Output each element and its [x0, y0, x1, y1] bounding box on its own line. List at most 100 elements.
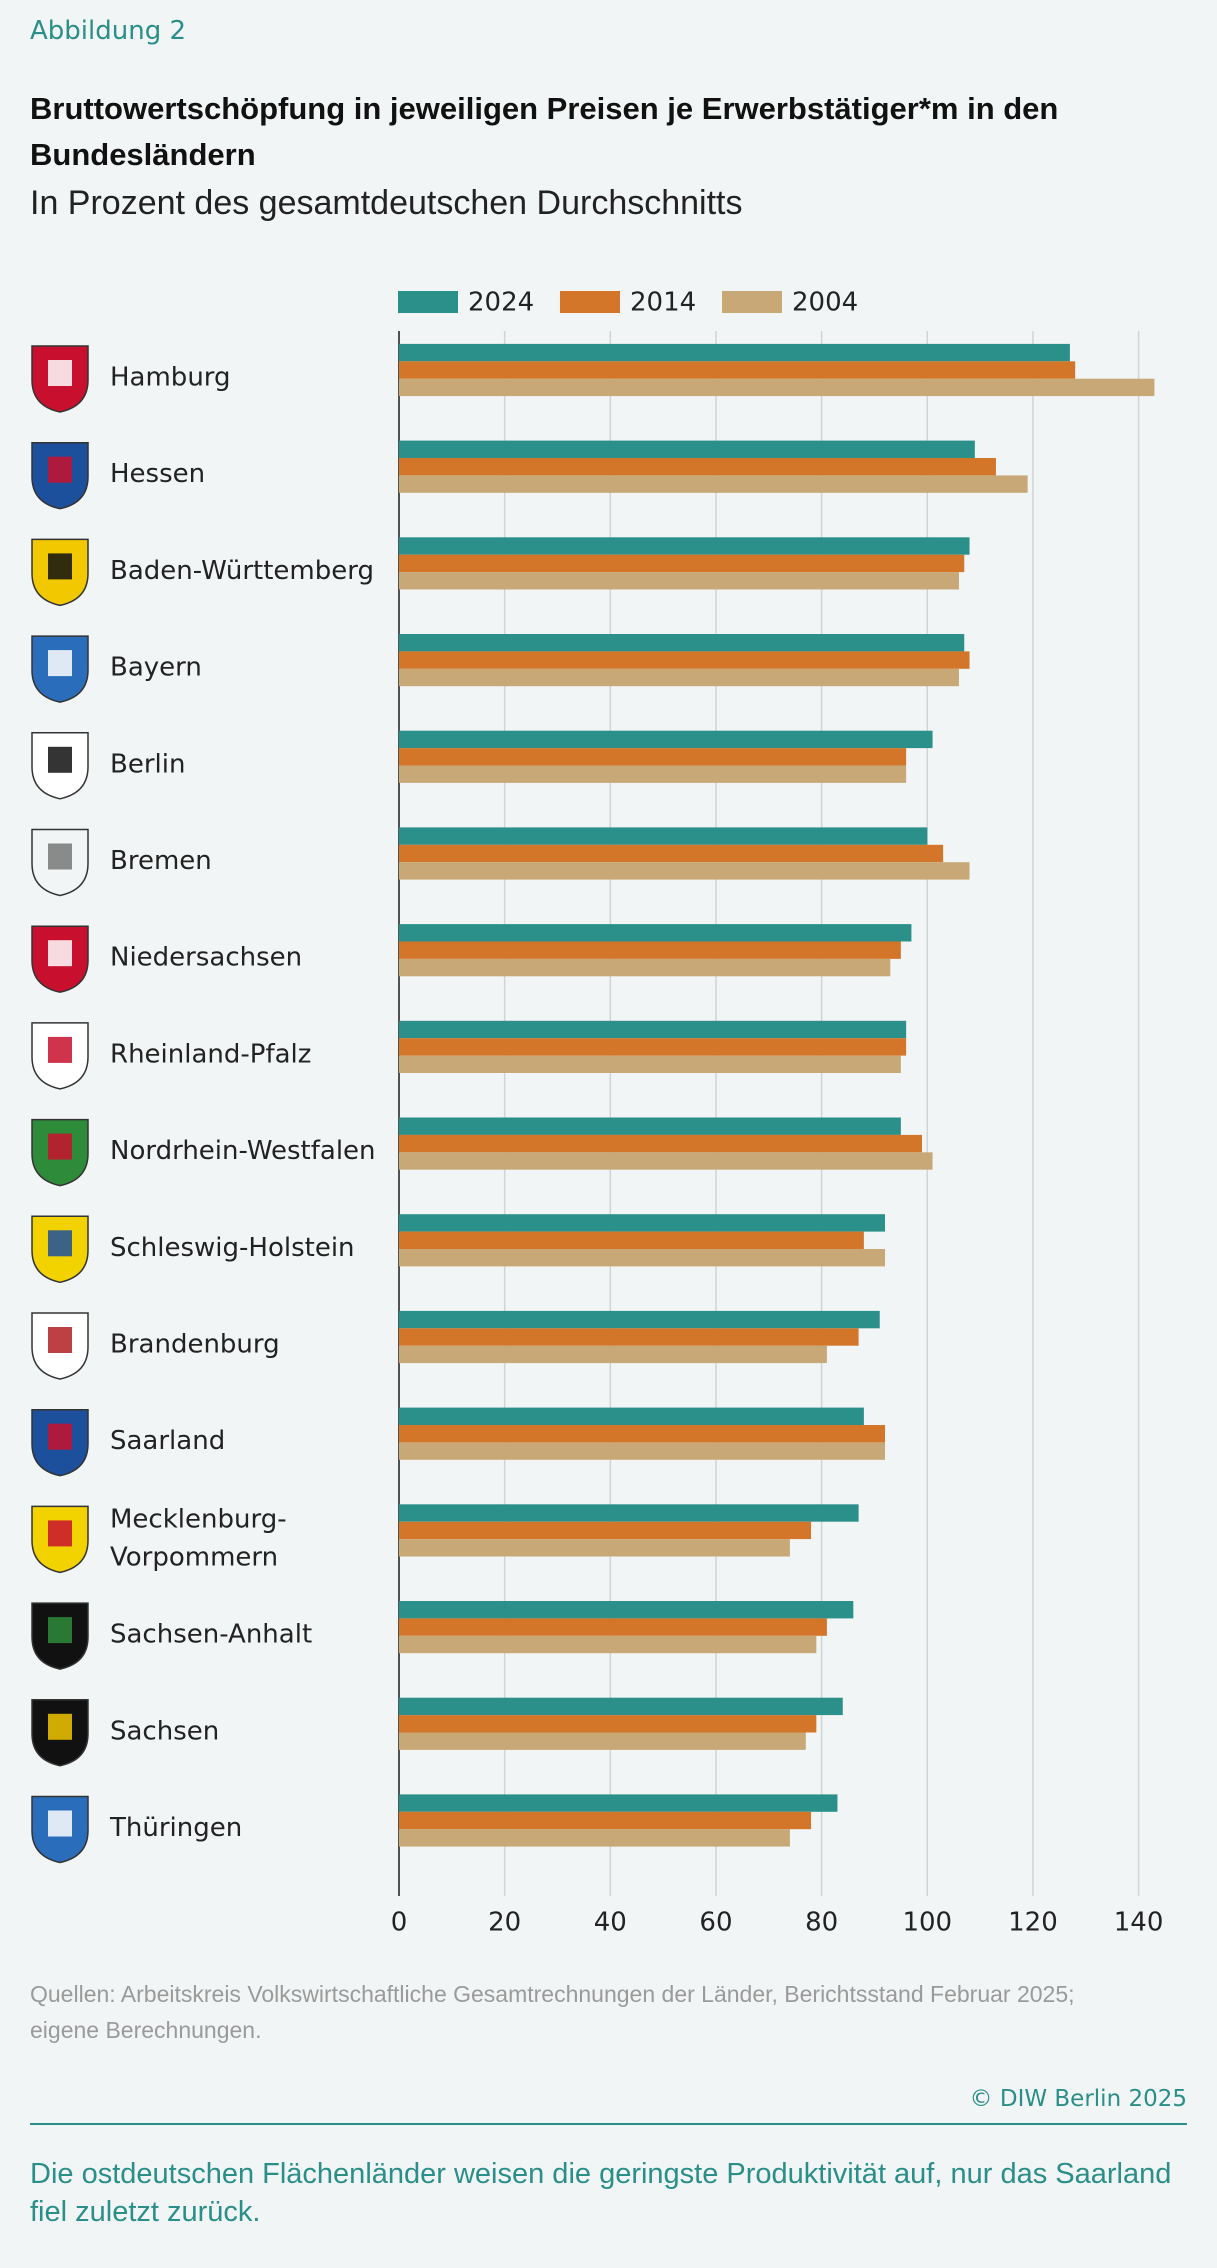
- x-tick-label: 100: [902, 1908, 952, 1938]
- category-label: Berlin: [110, 749, 185, 779]
- bar: [399, 1231, 864, 1249]
- takeaway: Die ostdeutschen Flächenländer weisen di…: [30, 2158, 1172, 2228]
- bar: [399, 343, 1070, 362]
- source-note: Quellen: Arbeitskreis Volkswirtschaftlic…: [30, 1981, 1075, 2043]
- bar: [399, 361, 1076, 379]
- bar: [399, 1521, 812, 1540]
- coat-of-arms-detail: [48, 1617, 72, 1644]
- category-label: Hamburg: [110, 363, 231, 393]
- bar: [399, 1134, 922, 1153]
- category-label: Bayern: [110, 653, 202, 683]
- coat-of-arms-detail: [48, 1520, 72, 1547]
- category-label: Rheinland-Pfalz: [110, 1039, 311, 1069]
- bar: [399, 572, 959, 590]
- bar: [399, 1697, 843, 1716]
- bar: [399, 1055, 901, 1073]
- divider: [30, 2123, 1187, 2125]
- bar: [399, 1539, 790, 1557]
- category-label: Hessen: [110, 459, 205, 489]
- chart: 2024 2014 2004 0 20 40 60 80 100 120 140 Hamburg Hes…: [31, 288, 1164, 1938]
- chart-subtitle: In Prozent des gesamtdeutschen Durchschn…: [30, 184, 743, 222]
- category-label: Schleswig-Holstein: [110, 1233, 355, 1263]
- category-label: Thüringen: [109, 1813, 242, 1843]
- coat-of-arms-detail: [48, 1810, 72, 1837]
- category-label: Sachsen: [110, 1716, 219, 1746]
- bar: [399, 475, 1028, 493]
- legend-swatch: [398, 291, 458, 313]
- bar: [399, 1117, 901, 1135]
- category-label: Brandenburg: [110, 1330, 280, 1360]
- x-tick-label: 0: [391, 1908, 408, 1938]
- bar: [399, 651, 970, 669]
- coat-of-arms-detail: [48, 940, 72, 967]
- category-label: Niedersachsen: [110, 943, 302, 973]
- category-label-line: Mecklenburg-: [110, 1504, 287, 1534]
- bar: [399, 958, 891, 977]
- bar: [399, 1442, 886, 1460]
- legend-swatch: [560, 291, 620, 313]
- legend-swatch: [722, 291, 782, 313]
- bar: [399, 1504, 859, 1522]
- bar: [399, 1345, 827, 1364]
- bar: [399, 1635, 817, 1654]
- coat-of-arms-detail: [48, 843, 72, 870]
- legend-label: 2004: [792, 288, 858, 318]
- bar: [399, 844, 944, 863]
- bar: [399, 941, 901, 959]
- bar: [399, 1732, 806, 1750]
- bar: [399, 1715, 817, 1733]
- coat-of-arms-detail: [48, 1230, 72, 1257]
- x-tick-label: 140: [1114, 1908, 1164, 1938]
- coat-of-arms-detail: [48, 746, 72, 773]
- legend-label: 2024: [468, 288, 534, 318]
- bar: [399, 1038, 907, 1056]
- bar: [399, 537, 970, 555]
- coat-of-arms-detail: [48, 360, 72, 386]
- category-label: Nordrhein-Westfalen: [110, 1136, 376, 1166]
- bar: [399, 378, 1155, 397]
- bar: [399, 1618, 827, 1636]
- bar: [399, 1020, 907, 1039]
- bar: [399, 1152, 933, 1170]
- bar: [399, 1249, 886, 1267]
- bar: [399, 827, 928, 845]
- category-label: Sachsen-Anhalt: [110, 1620, 312, 1650]
- x-tick-label: 80: [805, 1908, 838, 1938]
- bar: [399, 1425, 886, 1443]
- bar: [399, 748, 907, 766]
- bar: [399, 924, 912, 942]
- x-tick-label: 60: [699, 1908, 732, 1938]
- coat-of-arms-detail: [48, 1327, 72, 1353]
- bar: [399, 1601, 854, 1619]
- category-label-line: Vorpommern: [110, 1542, 278, 1572]
- copyright: © DIW Berlin 2025: [969, 2086, 1187, 2112]
- bar: [399, 440, 975, 458]
- coat-of-arms-detail: [48, 553, 72, 580]
- bar: [399, 1328, 859, 1346]
- category-label: Saarland: [110, 1426, 225, 1456]
- bar: [399, 634, 965, 652]
- bar: [399, 765, 907, 783]
- coat-of-arms-detail: [48, 1423, 72, 1450]
- category-label: Bremen: [110, 846, 212, 876]
- coat-of-arms-detail: [48, 1713, 72, 1740]
- bar: [399, 1310, 880, 1329]
- figure-label: Abbildung 2: [30, 16, 187, 46]
- coat-of-arms-detail: [48, 456, 72, 483]
- coat-of-arms-detail: [48, 1036, 72, 1063]
- coat-of-arms-detail: [48, 1133, 72, 1160]
- coat-of-arms-detail: [48, 650, 72, 677]
- category-label: Mecklenburg- Vorpommern: [110, 1504, 287, 1572]
- bar: [399, 668, 959, 687]
- bar: [399, 730, 933, 749]
- chart-title: Bruttowertschöpfung in jeweiligen Preise…: [30, 91, 1059, 172]
- bar: [399, 458, 996, 476]
- category-label: Baden-Württemberg: [110, 556, 374, 586]
- bar: [399, 1811, 812, 1830]
- legend-label: 2014: [630, 288, 696, 318]
- x-tick-label: 20: [488, 1908, 521, 1938]
- bar: [399, 554, 965, 573]
- bar: [399, 1829, 790, 1847]
- bar: [399, 1214, 886, 1232]
